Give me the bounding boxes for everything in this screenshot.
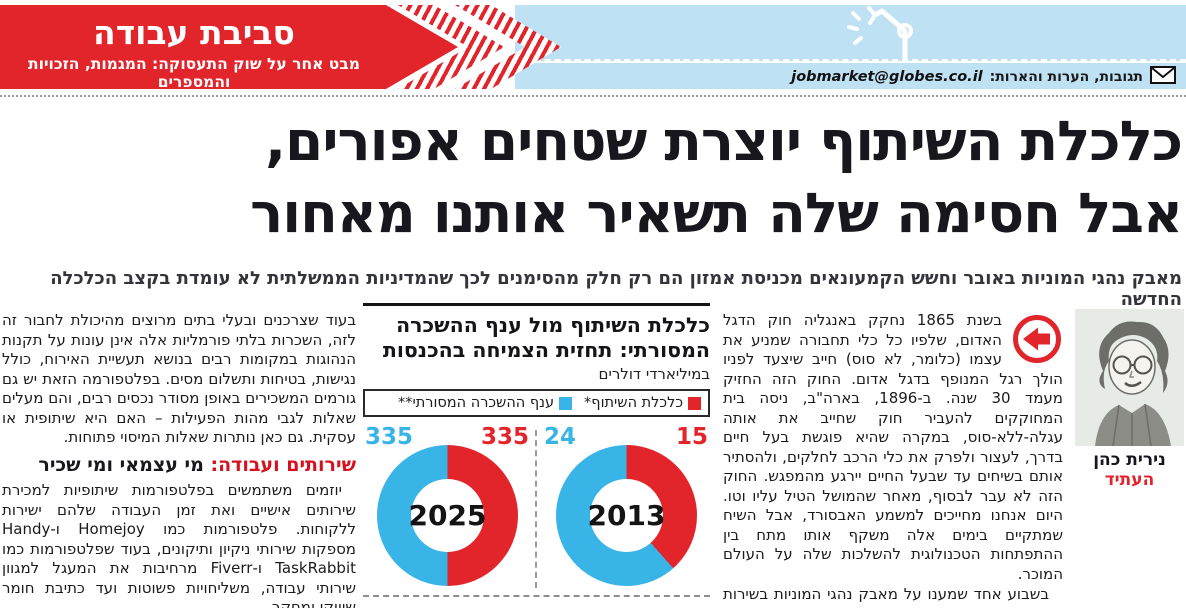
contact-label: תגובות, הערות והארות: — [989, 69, 1143, 85]
crane-arm-illustration — [845, 5, 923, 67]
section-banner: סביבת עבודה מבט אחר על שוק התעסוקה: המגמ… — [0, 5, 458, 89]
contact-line: תגובות, הערות והארות: jobmarket@globes.c… — [791, 66, 1176, 88]
author-block: נירית כהן העתיד — [1075, 309, 1184, 490]
continue-arrow-icon — [1011, 313, 1063, 365]
chart-box: כלכלת השיתוף מול ענף ההשכרה המסורתי: תחז… — [363, 303, 710, 598]
value-sharing-2013: 15 — [675, 424, 708, 451]
chart-unit: במיליארדי דולרים — [598, 365, 710, 384]
main-headline: כלכלת השיתוף יוצרת שטחים אפורים, אבל חסי… — [4, 106, 1183, 249]
chart-title: כלכלת השיתוף מול ענף ההשכרה המסורתי: תחז… — [382, 313, 710, 362]
donut-divider — [535, 430, 537, 589]
value-sharing-2025: 335 — [480, 424, 529, 451]
section-title: סביבת עבודה — [93, 13, 295, 52]
legend-swatch-traditional-icon — [559, 396, 573, 410]
contact-email-link[interactable]: jobmarket@globes.co.il — [791, 69, 983, 85]
donut-2013: 24 15 2013 — [542, 426, 710, 592]
donut-ring-2025: 2025 — [377, 445, 518, 587]
legend-item-sharing: כלכלת השיתוף* — [584, 395, 701, 411]
legend-swatch-sharing-icon — [688, 396, 701, 410]
article-column-right: בשנת 1865 נחקק באנגליה חוק הדגל האדום, ש… — [723, 311, 1063, 608]
header-divider — [0, 95, 1186, 97]
value-traditional-2013: 24 — [544, 424, 577, 451]
inline-subheading-black: מי עצמאי ומי שכיר — [38, 453, 204, 476]
author-portrait — [1075, 309, 1184, 447]
envelope-icon — [1150, 66, 1176, 88]
headline-line1: כלכלת השיתוף יוצרת שטחים אפורים, — [265, 109, 1183, 173]
sub-headline: מאבק נהגי המוניות באובר וחשש הקמעונאים מ… — [50, 268, 1182, 310]
article-paragraph: יוזמים משתמשים בפלטפורמות שיתופיות למכיר… — [2, 481, 356, 608]
donut-ring-2013: 2013 — [556, 445, 697, 587]
legend-label: כלכלת השיתוף* — [584, 395, 683, 412]
article-text: בשנת 1865 נחקק באנגליה חוק הדגל האדום, ש… — [723, 311, 1063, 583]
donut-year-2025: 2025 — [409, 479, 486, 553]
section-subtitle: מבט אחר על שוק התעסוקה: המגמות, הזכויות … — [28, 55, 360, 91]
legend-item-traditional: ענף ההשכרה המסורתי** — [397, 395, 573, 412]
chart-bottom-rule — [363, 595, 710, 598]
donut-2025: 335 335 2025 — [363, 426, 531, 592]
headline-line2: אבל חסימה שלה תשאיר אותנו מאחור — [250, 180, 1183, 245]
chart-legend: כלכלת השיתוף* ענף ההשכרה המסורתי** — [363, 389, 710, 418]
chart-top-rule — [363, 303, 710, 306]
legend-label: ענף ההשכרה המסורתי** — [397, 395, 555, 412]
header-blue-band — [515, 5, 1186, 61]
inline-subheading: שירותים ועבודה: מי עצמאי ומי שכיר — [2, 453, 357, 477]
article-paragraph: בשנת 1865 נחקק באנגליה חוק הדגל האדום, ש… — [723, 311, 1063, 584]
article-paragraph: בשבוע אחד שמענו על מאבק נהגי המוניות בשי… — [723, 585, 1063, 608]
header-email-strip — [515, 63, 1186, 89]
author-name: נירית כהן — [1093, 450, 1166, 470]
column-name: העתיד — [1104, 469, 1155, 490]
donut-charts: 335 335 2025 24 15 2013 — [363, 426, 710, 592]
donut-year-2013: 2013 — [588, 479, 665, 553]
article-paragraph: בעוד שצרכנים ובעלי בתים מרוצים מהיכולת ל… — [2, 311, 356, 446]
value-traditional-2025: 335 — [365, 424, 414, 451]
article-column-left: בעוד שצרכנים ובעלי בתים מרוצים מהיכולת ל… — [2, 311, 356, 608]
inline-subheading-red: שירותים ועבודה: — [210, 453, 357, 476]
